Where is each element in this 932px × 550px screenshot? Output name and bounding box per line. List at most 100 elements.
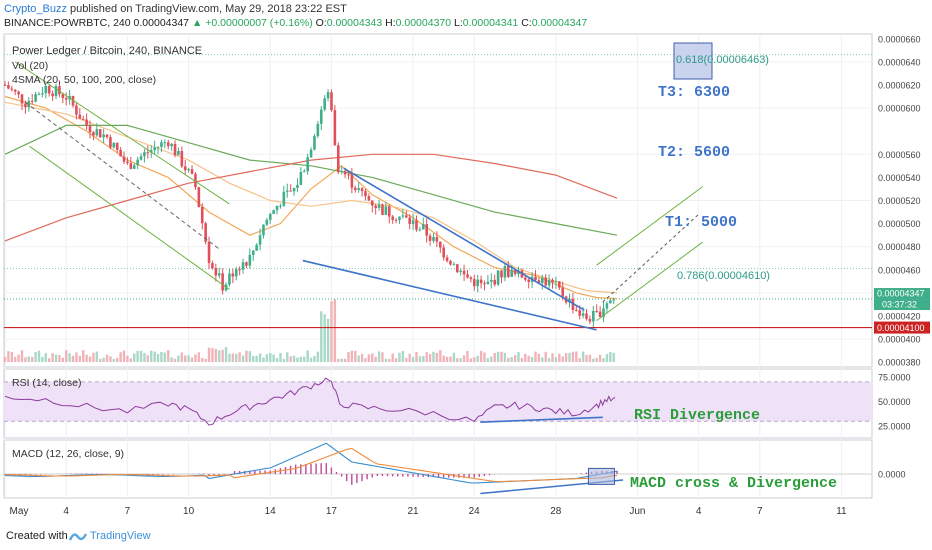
volume-bar [58, 355, 61, 362]
volume-bar [323, 314, 326, 362]
fib-786-label: 0.786(0.00004610) [677, 270, 770, 282]
volume-bar [507, 357, 510, 362]
volume-bar [116, 358, 119, 362]
candle-body [527, 279, 531, 282]
candle-body [330, 92, 333, 111]
candle-body [340, 171, 343, 173]
volume-bar [343, 358, 347, 362]
candle-body [78, 114, 82, 119]
volume-bar [561, 356, 564, 362]
volume-bar [374, 356, 377, 362]
volume-bar [388, 358, 391, 362]
volume-bar [299, 356, 303, 362]
volume-bar [575, 351, 578, 362]
volume-bar [445, 356, 449, 362]
candle-body [558, 281, 561, 288]
volume-bar [99, 358, 102, 362]
candle-body [95, 129, 99, 136]
last-price: 0.00004347 [133, 17, 190, 29]
volume-bar [544, 351, 547, 362]
candle-body [258, 235, 262, 245]
candle-body [336, 145, 340, 173]
candle-body [398, 216, 401, 221]
volume-bar [31, 356, 34, 362]
volume-bar [425, 352, 428, 362]
volume-bar [313, 356, 316, 362]
volume-bar [292, 355, 296, 362]
candle-body [282, 191, 286, 206]
author-link[interactable]: Crypto_Buzz [4, 3, 67, 15]
candle-body [10, 88, 14, 90]
volume-bar [238, 352, 241, 362]
volume-bar [228, 353, 231, 362]
support-tag-text: 0.00004100 [877, 323, 925, 333]
candle-body [554, 281, 558, 283]
candle-body [51, 93, 54, 97]
volume-bar [500, 351, 503, 362]
candle-body [551, 280, 554, 283]
volume-bar [78, 355, 82, 362]
rsi-band [4, 381, 872, 422]
volume-bar [275, 358, 279, 362]
volume-bar [112, 358, 116, 362]
legend-vol: Vol (20) [12, 60, 48, 72]
time-tick-label: 21 [407, 506, 419, 517]
candle-body [319, 109, 323, 124]
volume-bar [265, 354, 269, 362]
last-price-tag [874, 288, 930, 300]
candle-body [316, 123, 320, 137]
candle-body [408, 217, 411, 224]
candle-body [367, 196, 371, 201]
candle-body [343, 171, 347, 175]
volume-bar [241, 355, 245, 362]
volume-bar [422, 356, 425, 362]
volume-bar [224, 347, 228, 362]
time-tick-label: 7 [125, 506, 131, 517]
volume-bar [442, 355, 445, 362]
candle-body [486, 281, 490, 285]
candle-body [302, 171, 306, 173]
candle-body [364, 191, 367, 197]
volume-bar [279, 352, 282, 362]
price-tick-label: 0.0000420 [878, 312, 921, 322]
candle-body [275, 205, 279, 211]
high-label: H: [385, 17, 396, 29]
high-value: 0.00004370 [395, 17, 452, 29]
volume-bar [592, 358, 595, 362]
candle-body [326, 92, 330, 99]
candle-body [17, 91, 20, 95]
volume-bar [34, 352, 37, 362]
volume-bar [337, 358, 340, 362]
volume-bar [595, 357, 598, 362]
candle-body [479, 279, 483, 284]
volume-bar [143, 352, 146, 362]
support-tag [874, 321, 930, 334]
volume-bar [483, 352, 486, 362]
candle-body [534, 276, 537, 281]
candle-body [98, 129, 102, 138]
candle-body [122, 156, 126, 162]
macd-pane[interactable] [3, 439, 873, 499]
candle-body [190, 169, 194, 174]
volume-bar [473, 357, 476, 362]
candle-body [357, 188, 360, 191]
volume-bar [537, 353, 541, 362]
volume-bar [609, 352, 612, 362]
volume-bar [350, 350, 354, 362]
volume-bar [340, 358, 343, 362]
price-chart[interactable]: 0.0000660 0.0000640 0.0000620 0.0000600 0.00… [0, 0, 932, 526]
candle-body [88, 125, 92, 133]
candle-body [44, 85, 48, 94]
volume-bar [194, 354, 197, 362]
price-tick-label: 0.0000480 [878, 242, 921, 252]
candle-body [585, 313, 588, 319]
volume-bar [398, 352, 401, 362]
candle-body [289, 190, 292, 192]
candle-body [428, 235, 432, 241]
candle-body [109, 137, 112, 148]
volume-bar [371, 353, 374, 362]
tradingview-brand[interactable]: TradingView [90, 530, 151, 542]
candle-body [442, 247, 445, 258]
candle-body [268, 213, 272, 220]
rsi-indicator [4, 377, 872, 426]
